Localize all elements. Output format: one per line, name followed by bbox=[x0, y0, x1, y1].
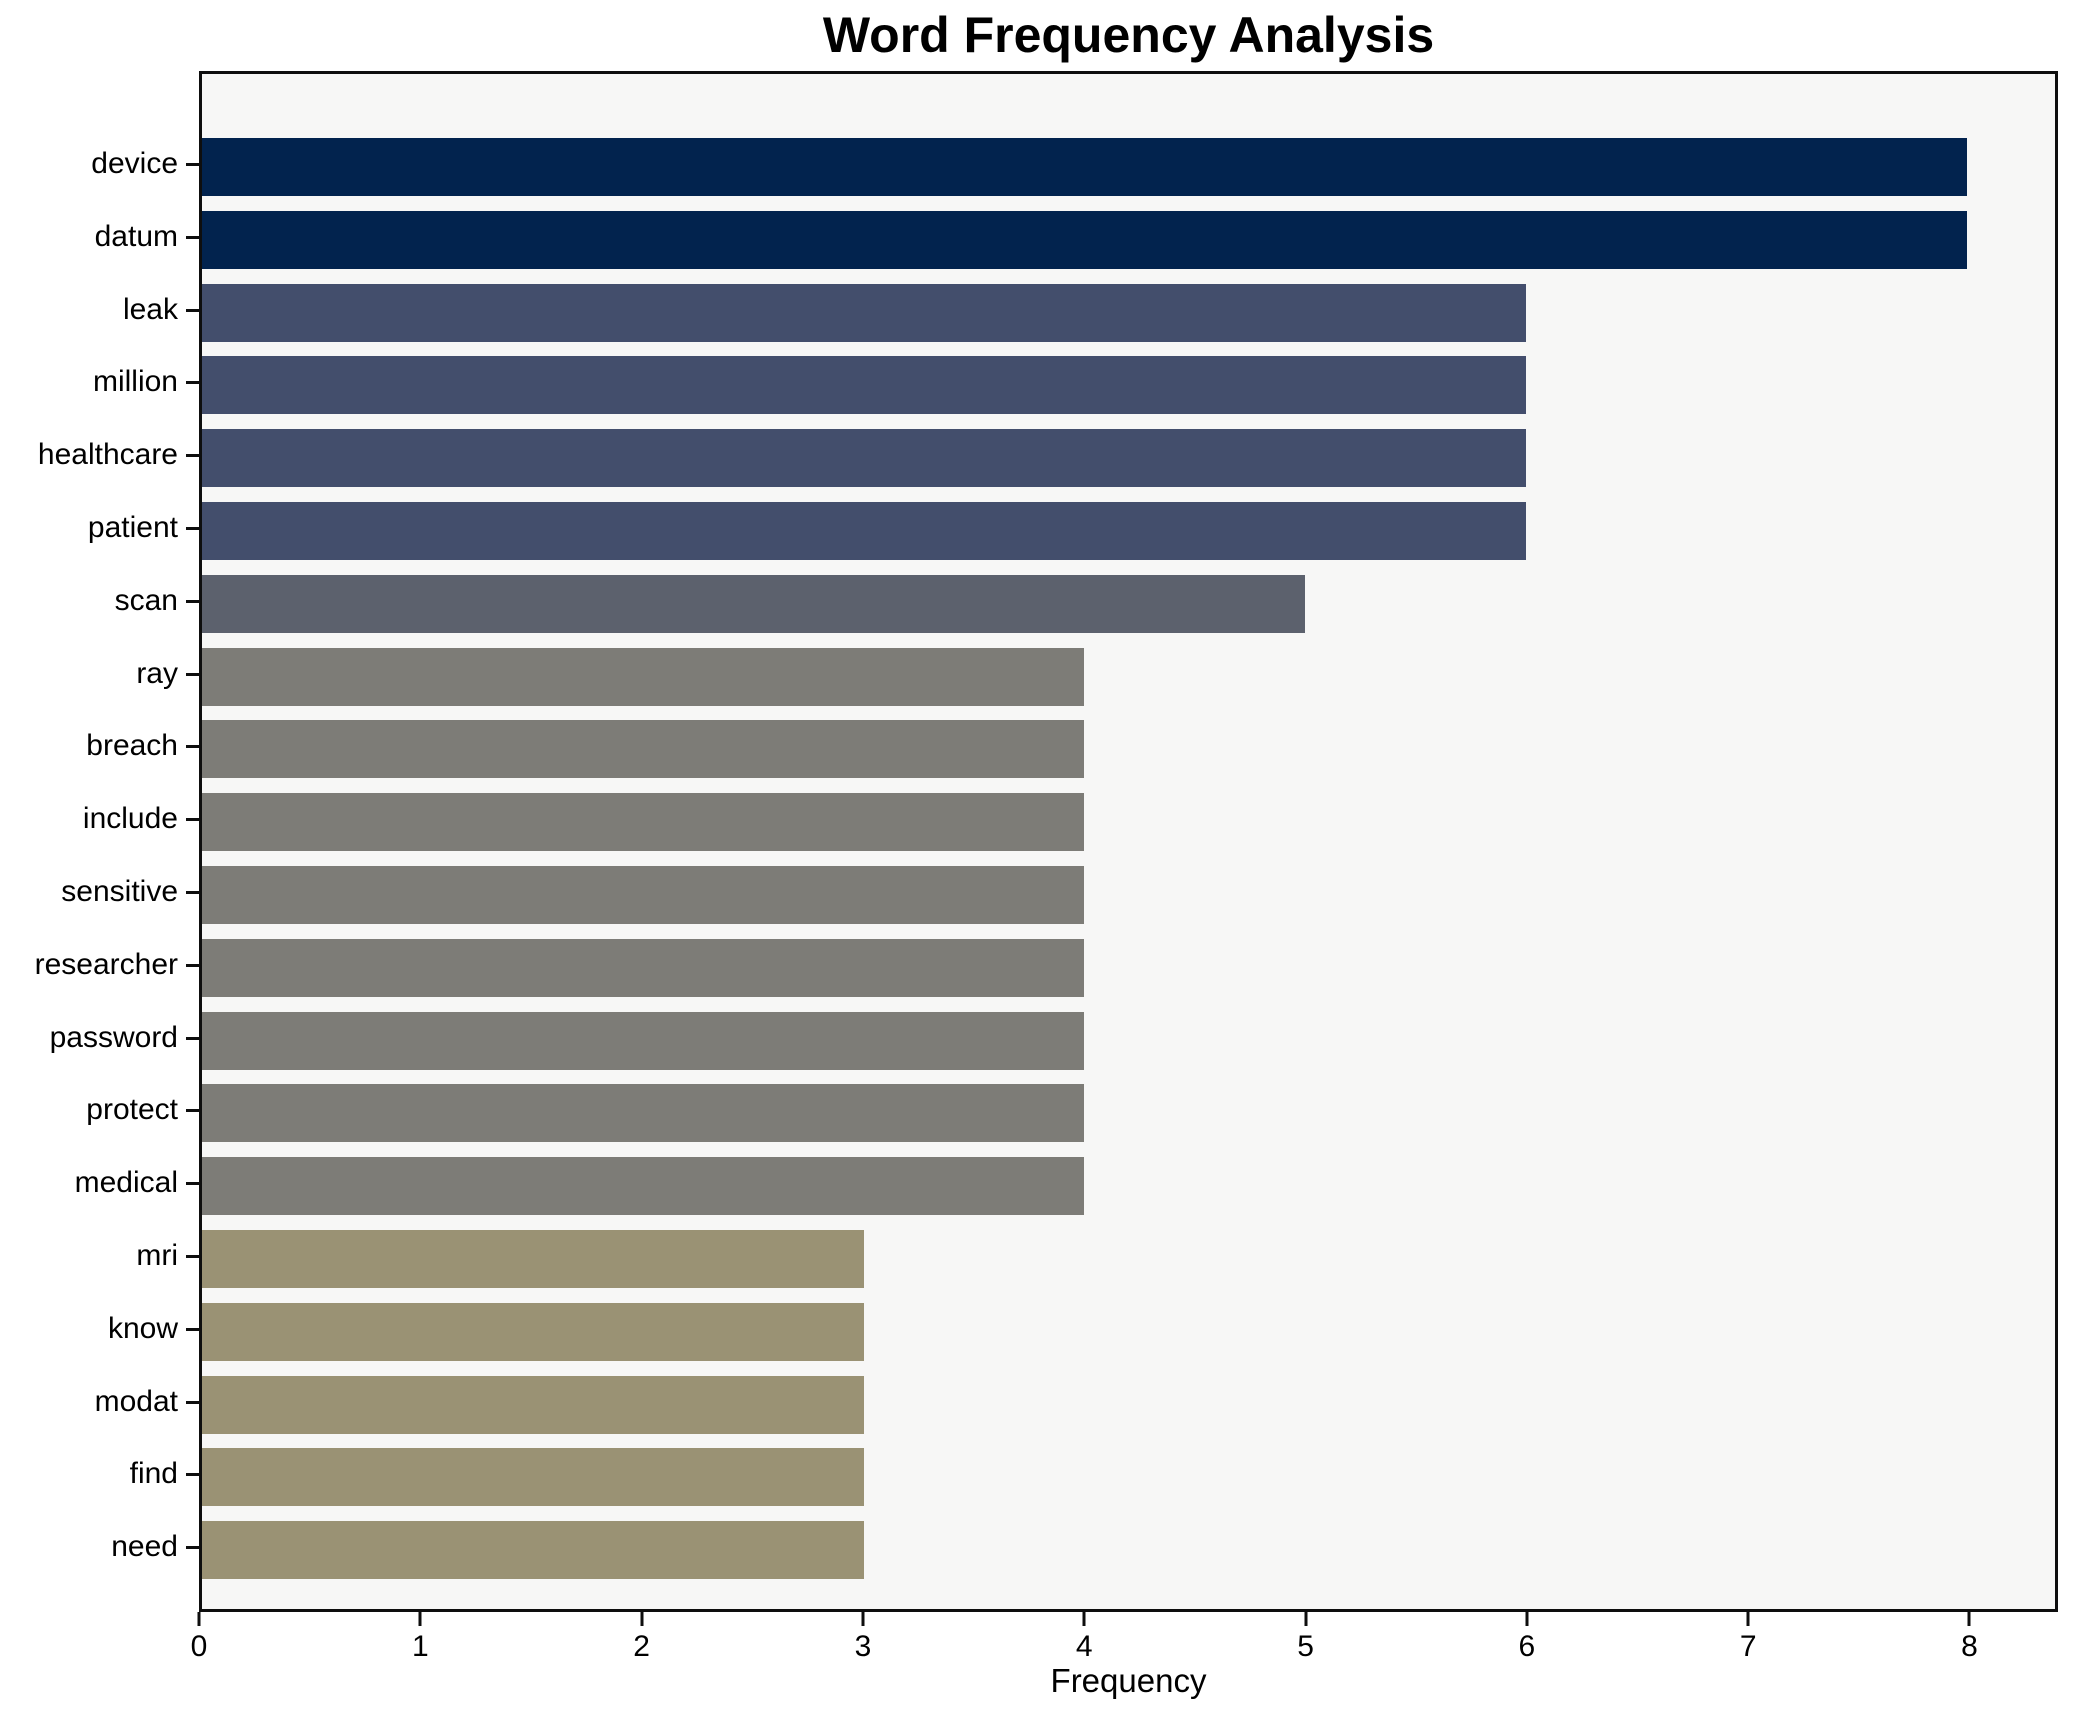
x-tick-mark bbox=[1304, 1612, 1308, 1626]
y-tick-mark bbox=[186, 672, 199, 676]
y-tick-label-device: device bbox=[91, 147, 178, 180]
y-tick-mark bbox=[186, 454, 199, 458]
y-tick-mark bbox=[186, 1546, 199, 1550]
x-tick-mark bbox=[1746, 1612, 1750, 1626]
bar-breach bbox=[202, 720, 1085, 779]
plot-area bbox=[199, 71, 2058, 1612]
y-tick-label-scan: scan bbox=[114, 583, 178, 617]
x-tick-label-8: 8 bbox=[1961, 1630, 1978, 1663]
x-tick-label-7: 7 bbox=[1739, 1630, 1757, 1663]
y-tick-mark bbox=[186, 1109, 199, 1113]
y-tick-mark bbox=[186, 1182, 199, 1186]
y-tick-label-know: know bbox=[107, 1311, 178, 1345]
y-tick-label-datum: datum bbox=[94, 219, 178, 253]
y-tick-label-protect: protect bbox=[86, 1093, 178, 1127]
bar-sensitive bbox=[202, 866, 1085, 924]
y-tick-mark bbox=[186, 1400, 199, 1404]
x-tick-mark bbox=[640, 1612, 644, 1626]
y-tick-mark bbox=[186, 818, 199, 822]
y-tick-label-million: million bbox=[92, 365, 178, 399]
x-tick-label-0: 0 bbox=[190, 1630, 208, 1663]
bar-healthcare bbox=[202, 429, 1526, 488]
y-tick-label-researcher: researcher bbox=[34, 947, 178, 981]
y-tick-label-modat: modat bbox=[94, 1384, 178, 1418]
bar-mri bbox=[202, 1230, 864, 1288]
bar-medical bbox=[202, 1157, 1085, 1216]
y-tick-mark bbox=[186, 381, 199, 385]
bar-password bbox=[202, 1011, 1085, 1070]
x-tick-mark bbox=[1082, 1612, 1086, 1626]
bar-need bbox=[202, 1521, 864, 1580]
bar-device bbox=[202, 138, 1967, 196]
y-tick-mark bbox=[186, 1255, 199, 1258]
bar-patient bbox=[202, 502, 1526, 560]
x-tick-mark bbox=[1967, 1612, 1971, 1626]
y-tick-label-include: include bbox=[82, 802, 178, 836]
bar-find bbox=[202, 1448, 864, 1507]
x-tick-label-5: 5 bbox=[1297, 1630, 1314, 1663]
bar-ray bbox=[202, 647, 1085, 706]
y-tick-mark bbox=[186, 163, 199, 166]
bar-know bbox=[202, 1302, 864, 1361]
bar-include bbox=[202, 793, 1085, 852]
y-tick-label-medical: medical bbox=[74, 1166, 178, 1200]
y-tick-label-need: need bbox=[111, 1530, 178, 1564]
y-tick-mark bbox=[186, 963, 199, 967]
x-tick-mark bbox=[418, 1612, 422, 1626]
bar-million bbox=[202, 356, 1526, 415]
y-tick-label-find: find bbox=[129, 1457, 178, 1491]
x-tick-mark bbox=[861, 1612, 865, 1626]
bar-researcher bbox=[202, 938, 1085, 997]
y-tick-label-breach: breach bbox=[86, 729, 178, 763]
y-tick-mark bbox=[186, 308, 199, 312]
bar-scan bbox=[202, 574, 1305, 633]
y-tick-mark bbox=[186, 891, 199, 894]
chart-title: Word Frequency Analysis bbox=[822, 7, 1435, 63]
x-tick-label-6: 6 bbox=[1518, 1630, 1536, 1663]
y-tick-mark bbox=[186, 527, 199, 530]
y-tick-label-leak: leak bbox=[122, 292, 178, 326]
x-tick-label-4: 4 bbox=[1075, 1630, 1093, 1663]
bar-datum bbox=[202, 210, 1967, 269]
y-tick-mark bbox=[186, 599, 199, 603]
x-axis: 0 1 2 3 4 5 6 7 8 bbox=[191, 1612, 2058, 1682]
bar-modat bbox=[202, 1375, 864, 1434]
y-tick-mark bbox=[186, 235, 199, 239]
x-tick-label-3: 3 bbox=[854, 1630, 872, 1663]
y-tick-label-patient: patient bbox=[87, 511, 178, 544]
y-tick-label-password: password bbox=[49, 1020, 178, 1054]
x-tick-label-1: 1 bbox=[411, 1630, 429, 1663]
x-tick-mark bbox=[197, 1612, 201, 1626]
y-axis-labels: device datum leak million healthcare patient s… bbox=[0, 71, 178, 1612]
y-tick-label-sensitive: sensitive bbox=[61, 875, 178, 908]
y-tick-label-ray: ray bbox=[136, 656, 178, 690]
x-tick-mark bbox=[1525, 1612, 1529, 1626]
y-tick-label-healthcare: healthcare bbox=[37, 438, 178, 472]
x-axis-title: Frequency bbox=[1050, 1662, 1207, 1699]
bar-leak bbox=[202, 283, 1526, 342]
x-tick-label-2: 2 bbox=[633, 1630, 650, 1663]
y-tick-mark bbox=[186, 1036, 199, 1040]
y-tick-mark bbox=[186, 1327, 199, 1331]
y-tick-mark bbox=[186, 1473, 199, 1477]
bar-protect bbox=[202, 1084, 1085, 1143]
y-tick-mark bbox=[186, 745, 199, 749]
y-tick-label-mri: mri bbox=[136, 1239, 178, 1272]
